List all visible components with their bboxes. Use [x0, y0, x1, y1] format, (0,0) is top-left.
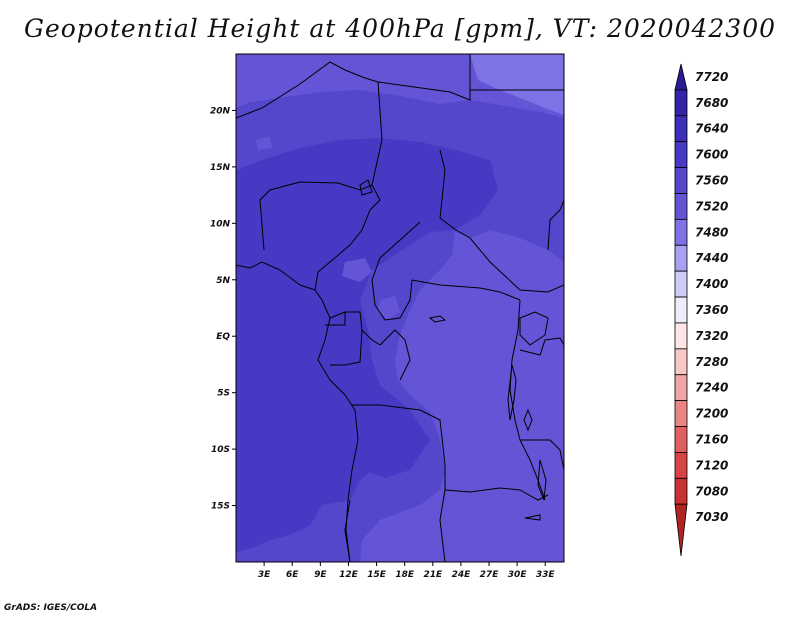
colorbar-swatch: [674, 270, 688, 298]
lat-tick-label: EQ: [216, 332, 230, 342]
colorbar-swatch: [674, 426, 688, 453]
lat-tick-label: 15S: [211, 502, 230, 512]
lon-tick-label: 30E: [508, 570, 528, 580]
lat-tick-label: 5S: [217, 389, 230, 399]
country-borders: [236, 54, 564, 562]
contour-7520-patch: [256, 136, 272, 150]
lon-tick-label: 6E: [286, 570, 299, 580]
colorbar-label: 7320: [695, 329, 728, 343]
lon-tick-label: 33E: [536, 570, 556, 580]
colorbar-top-arrow: [674, 63, 688, 91]
lat-tick-label: 10S: [211, 445, 230, 455]
lon-tick-label: 3E: [258, 570, 271, 580]
lat-tick-label: 20N: [210, 106, 231, 116]
lakes: [359, 179, 549, 521]
colorbar-label: 7030: [695, 510, 728, 524]
lat-tick-label: 10N: [210, 219, 231, 229]
colorbar-swatch: [674, 296, 688, 324]
colorbar-label: 7080: [695, 484, 728, 498]
colorbar-swatch: [674, 400, 688, 427]
contour-7520-central: [360, 230, 564, 562]
colorbar-swatch: [674, 244, 688, 272]
colorbar-swatch: [674, 348, 688, 376]
colorbar-label: 7160: [695, 432, 728, 446]
map-title: Geopotential Height at 400hPa [gpm], VT:…: [23, 14, 777, 43]
lon-tick-label: 15E: [367, 570, 387, 580]
contour-7480-northeast: [470, 54, 564, 115]
latitude-axis: 20N 15N 10N 5N EQ 5S 10S 15S: [210, 106, 236, 512]
lon-tick-label: 12E: [339, 570, 359, 580]
colorbar-swatch: [674, 477, 688, 505]
lon-tick-label: 18E: [395, 570, 415, 580]
colorbar-swatch: [674, 89, 688, 117]
colorbar-label: 7120: [695, 458, 728, 472]
grads-credit: GrADS: IGES/COLA: [4, 603, 98, 613]
colorbar-label: 7600: [695, 148, 728, 162]
colorbar-label: 7720: [695, 70, 728, 84]
colorbar-label: 7520: [695, 199, 728, 213]
contour-7600-west: [236, 138, 498, 552]
map-frame: [235, 53, 565, 563]
lon-tick-label: 9E: [314, 570, 327, 580]
lon-tick-label: 27E: [480, 570, 500, 580]
lat-tick-label: 5N: [216, 276, 230, 286]
colorbar-label: 7560: [695, 174, 728, 188]
colorbar-swatch: [674, 322, 688, 350]
colorbar-label: 7360: [695, 303, 728, 317]
lon-tick-label: 21E: [423, 570, 443, 580]
colorbar-swatch: [674, 115, 688, 143]
longitude-axis: 3E 6E 9E 12E 15E 18E 21E 24E 27E 30E 33E: [258, 562, 556, 580]
colorbar-swatch: [674, 141, 688, 168]
lon-tick-label: 24E: [452, 570, 472, 580]
colorbar-label: 7200: [695, 407, 728, 421]
lat-tick-label: 15N: [210, 163, 231, 173]
colorbar-label: 7440: [695, 251, 728, 265]
colorbar-legend: 7720 7680 7640 7600 7560 7520 7480 7440 7400 7360…: [674, 63, 728, 557]
colorbar-label: 7240: [695, 381, 728, 395]
colorbar-swatch: [674, 167, 688, 194]
colorbar-bottom-arrow: [674, 503, 688, 557]
colorbar-swatch: [674, 452, 688, 479]
colorbar-label: 7640: [695, 122, 728, 136]
colorbar-swatch: [674, 218, 688, 246]
contour-7520-patch: [342, 258, 372, 282]
colorbar-swatch: [674, 193, 688, 220]
colorbar-label: 7680: [695, 96, 728, 110]
colorbar-label: 7480: [695, 225, 728, 239]
contour-7520-patch: [378, 296, 400, 320]
colorbar-label: 7400: [695, 277, 728, 291]
colorbar-label: 7280: [695, 355, 728, 369]
colorbar-swatch: [674, 374, 688, 402]
